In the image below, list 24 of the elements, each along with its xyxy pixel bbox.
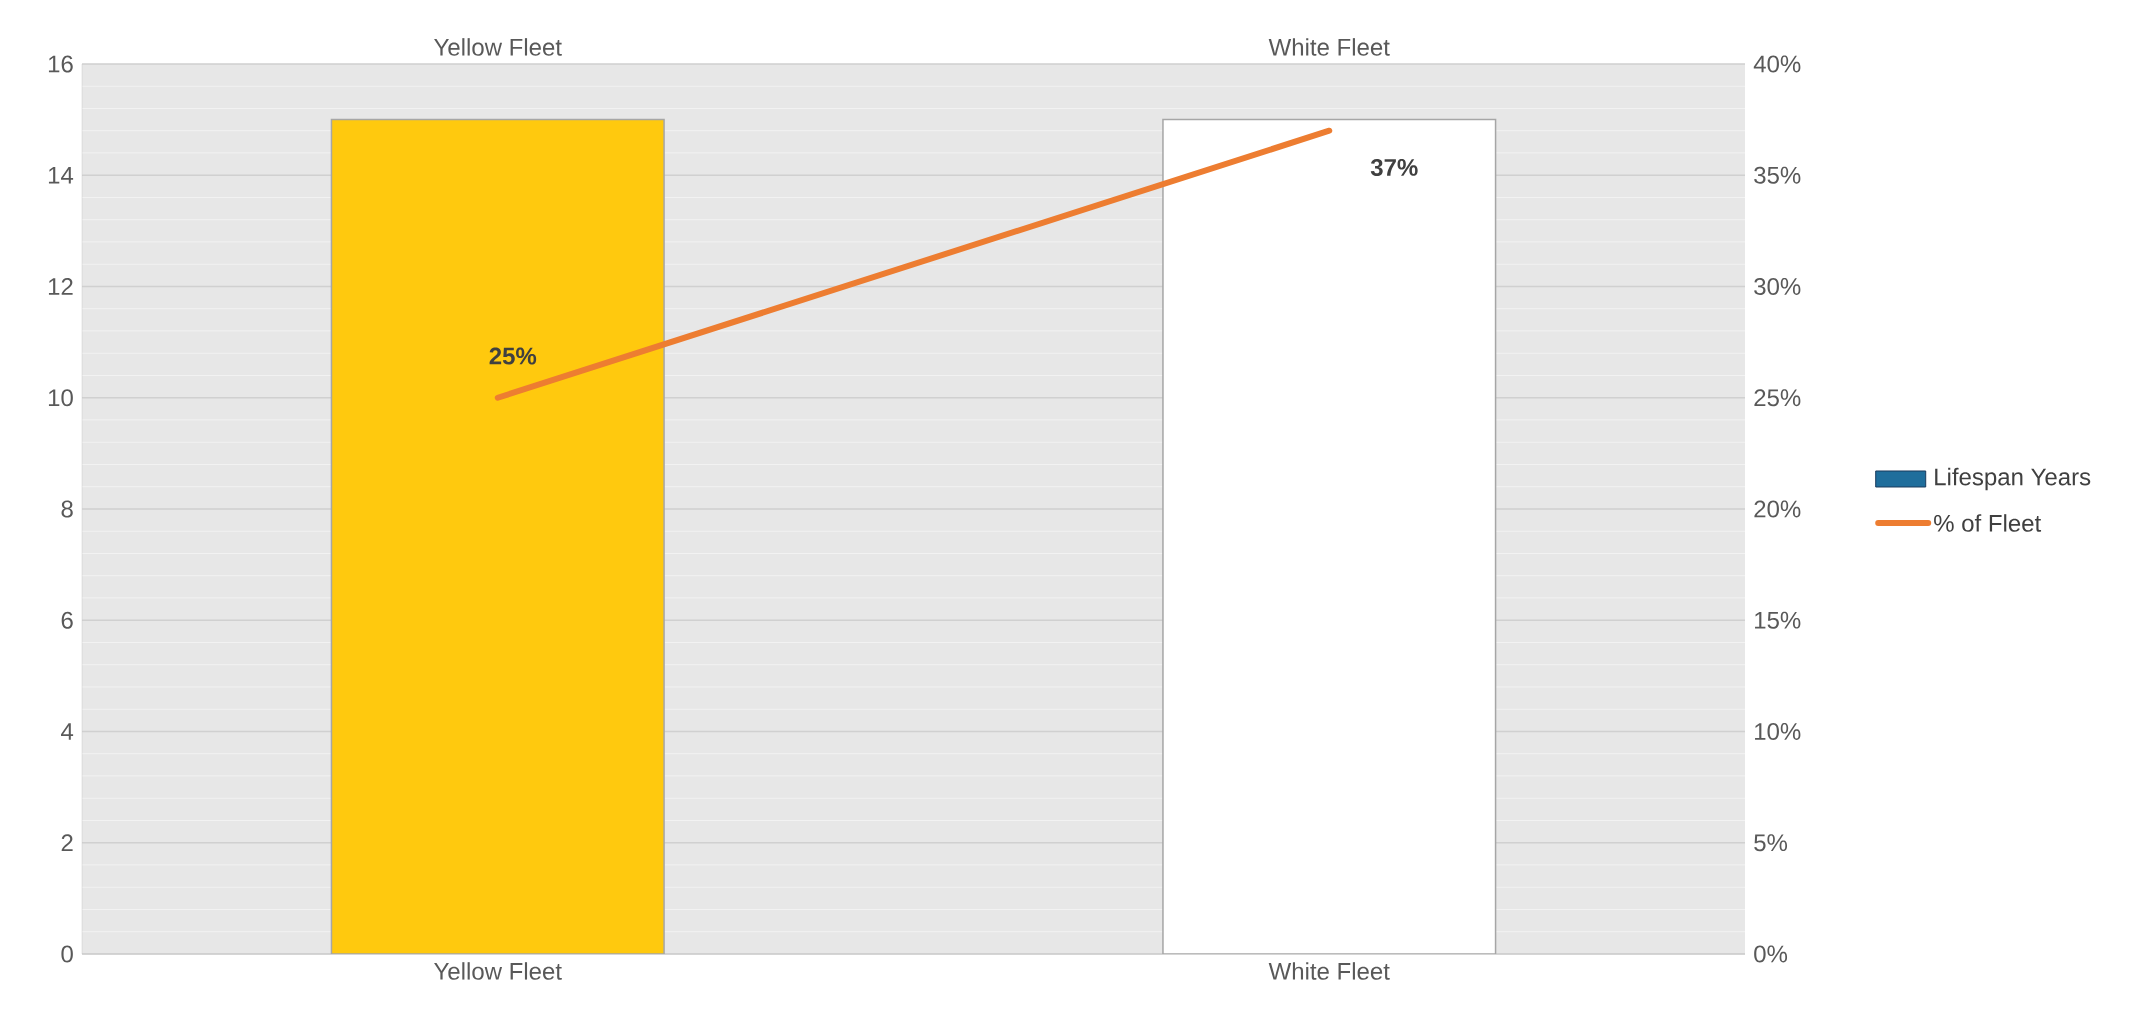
y2-tick-label: 20% [1754,500,1801,518]
category-label: White Fleet [1268,38,1390,56]
y-tick-label: 8 [61,500,73,518]
data-label: 37% [1370,158,1418,176]
y2-tick-label: 35% [1754,166,1801,184]
y2-tick-label: 5% [1754,834,1788,852]
y-tick-label: 6 [61,611,73,629]
data-label: 25% [489,347,537,365]
category-label: Yellow Fleet [434,38,562,56]
y-tick-label: 12 [48,278,73,295]
y-tick-label: 16 [48,55,73,73]
y2-tick-label: 40% [1753,55,1801,73]
legend-label: % of Fleet [1934,514,2042,532]
y-tick-label: 10 [48,389,73,407]
text: Lifespan Years [1935,467,2091,491]
y-tick-label: 2 [61,834,73,852]
y2-tick-label: 25% [1754,389,1801,407]
y2-tick-label: 10% [1755,722,1801,740]
y-tick-label: 4 [61,723,74,740]
y2-tick-label: 30% [1754,277,1801,295]
y2-tick-label: 15% [1755,611,1801,629]
y-tick-label: 0 [61,945,73,963]
y2-tick-label: 0% [1754,945,1788,963]
y-tick-label: 14 [48,166,74,184]
